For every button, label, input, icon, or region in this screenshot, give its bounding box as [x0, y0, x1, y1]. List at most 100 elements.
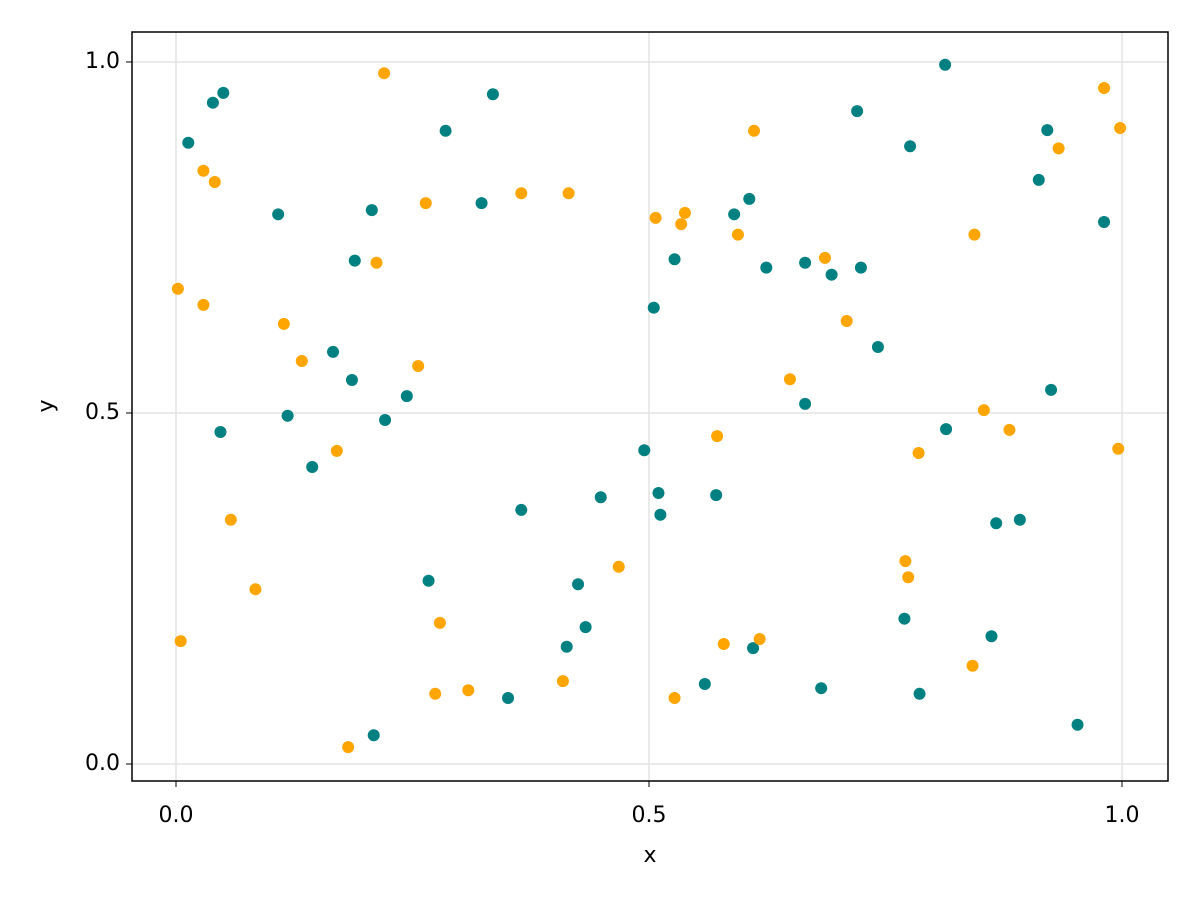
- x-axis-label: x: [643, 843, 656, 868]
- point: [249, 583, 262, 596]
- point: [572, 578, 585, 591]
- point: [840, 315, 853, 328]
- point: [1013, 513, 1026, 526]
- point: [760, 261, 773, 274]
- point: [594, 491, 607, 504]
- point: [182, 136, 195, 149]
- point: [1112, 442, 1125, 455]
- point: [912, 447, 925, 460]
- point: [281, 409, 294, 422]
- point: [378, 67, 391, 80]
- point: [295, 355, 308, 368]
- point: [515, 503, 528, 516]
- point: [728, 208, 741, 221]
- point: [654, 508, 667, 521]
- point: [214, 425, 227, 438]
- y-tick-label: 0.5: [85, 400, 120, 425]
- point: [647, 301, 660, 314]
- point: [825, 268, 838, 281]
- point: [1003, 423, 1016, 436]
- point: [985, 630, 998, 643]
- y-axis-label: y: [34, 399, 59, 412]
- point: [668, 692, 681, 705]
- point: [579, 621, 592, 634]
- point: [475, 197, 488, 210]
- point: [977, 404, 990, 417]
- point: [899, 555, 912, 568]
- point: [277, 317, 290, 330]
- point: [1098, 216, 1111, 229]
- point: [652, 487, 665, 500]
- point: [717, 637, 730, 650]
- point: [502, 692, 515, 705]
- point: [419, 197, 432, 210]
- point: [854, 261, 867, 274]
- point: [429, 687, 442, 700]
- point: [462, 684, 475, 697]
- point: [562, 187, 575, 200]
- point: [851, 105, 864, 118]
- point: [678, 206, 691, 219]
- point: [939, 58, 952, 71]
- point: [731, 228, 744, 241]
- point: [197, 298, 210, 311]
- point: [898, 612, 911, 625]
- point: [412, 359, 425, 372]
- point: [367, 729, 380, 742]
- point: [799, 397, 812, 410]
- point: [913, 687, 926, 700]
- point: [217, 86, 230, 99]
- point: [1114, 121, 1127, 134]
- point: [748, 124, 761, 137]
- point: [1052, 142, 1065, 155]
- x-tick-label: 0.0: [158, 803, 193, 828]
- point: [1045, 383, 1058, 396]
- point: [560, 640, 573, 653]
- point: [747, 642, 760, 655]
- point: [1071, 718, 1084, 731]
- point: [1098, 81, 1111, 94]
- point: [208, 176, 221, 189]
- point: [743, 192, 756, 205]
- point: [711, 430, 724, 443]
- point: [345, 373, 358, 386]
- point: [638, 444, 651, 457]
- point: [783, 373, 796, 386]
- point: [968, 228, 981, 241]
- point: [197, 164, 210, 177]
- point: [171, 282, 184, 295]
- point: [330, 444, 343, 457]
- x-tick-label: 0.5: [632, 803, 667, 828]
- point: [649, 211, 662, 224]
- point: [370, 256, 383, 269]
- point: [400, 390, 413, 403]
- point: [871, 341, 884, 354]
- point: [206, 96, 219, 109]
- point: [272, 208, 285, 221]
- point: [439, 124, 452, 137]
- point: [174, 635, 187, 648]
- point: [486, 88, 499, 101]
- point: [668, 253, 681, 266]
- point: [698, 677, 711, 690]
- plot-frame: [131, 31, 1169, 782]
- point: [433, 616, 446, 629]
- point: [710, 489, 723, 502]
- point: [365, 204, 378, 217]
- point: [422, 574, 435, 587]
- point: [902, 571, 915, 584]
- point: [342, 741, 355, 754]
- point: [815, 682, 828, 695]
- point: [990, 517, 1003, 530]
- point: [224, 513, 237, 526]
- y-tick-label: 1.0: [85, 49, 120, 74]
- point: [1032, 173, 1045, 186]
- point: [556, 675, 569, 688]
- point: [1041, 124, 1054, 137]
- point: [818, 251, 831, 264]
- point: [753, 633, 766, 646]
- point: [940, 423, 953, 436]
- y-tick-label: 0.0: [85, 751, 120, 776]
- point: [327, 345, 340, 358]
